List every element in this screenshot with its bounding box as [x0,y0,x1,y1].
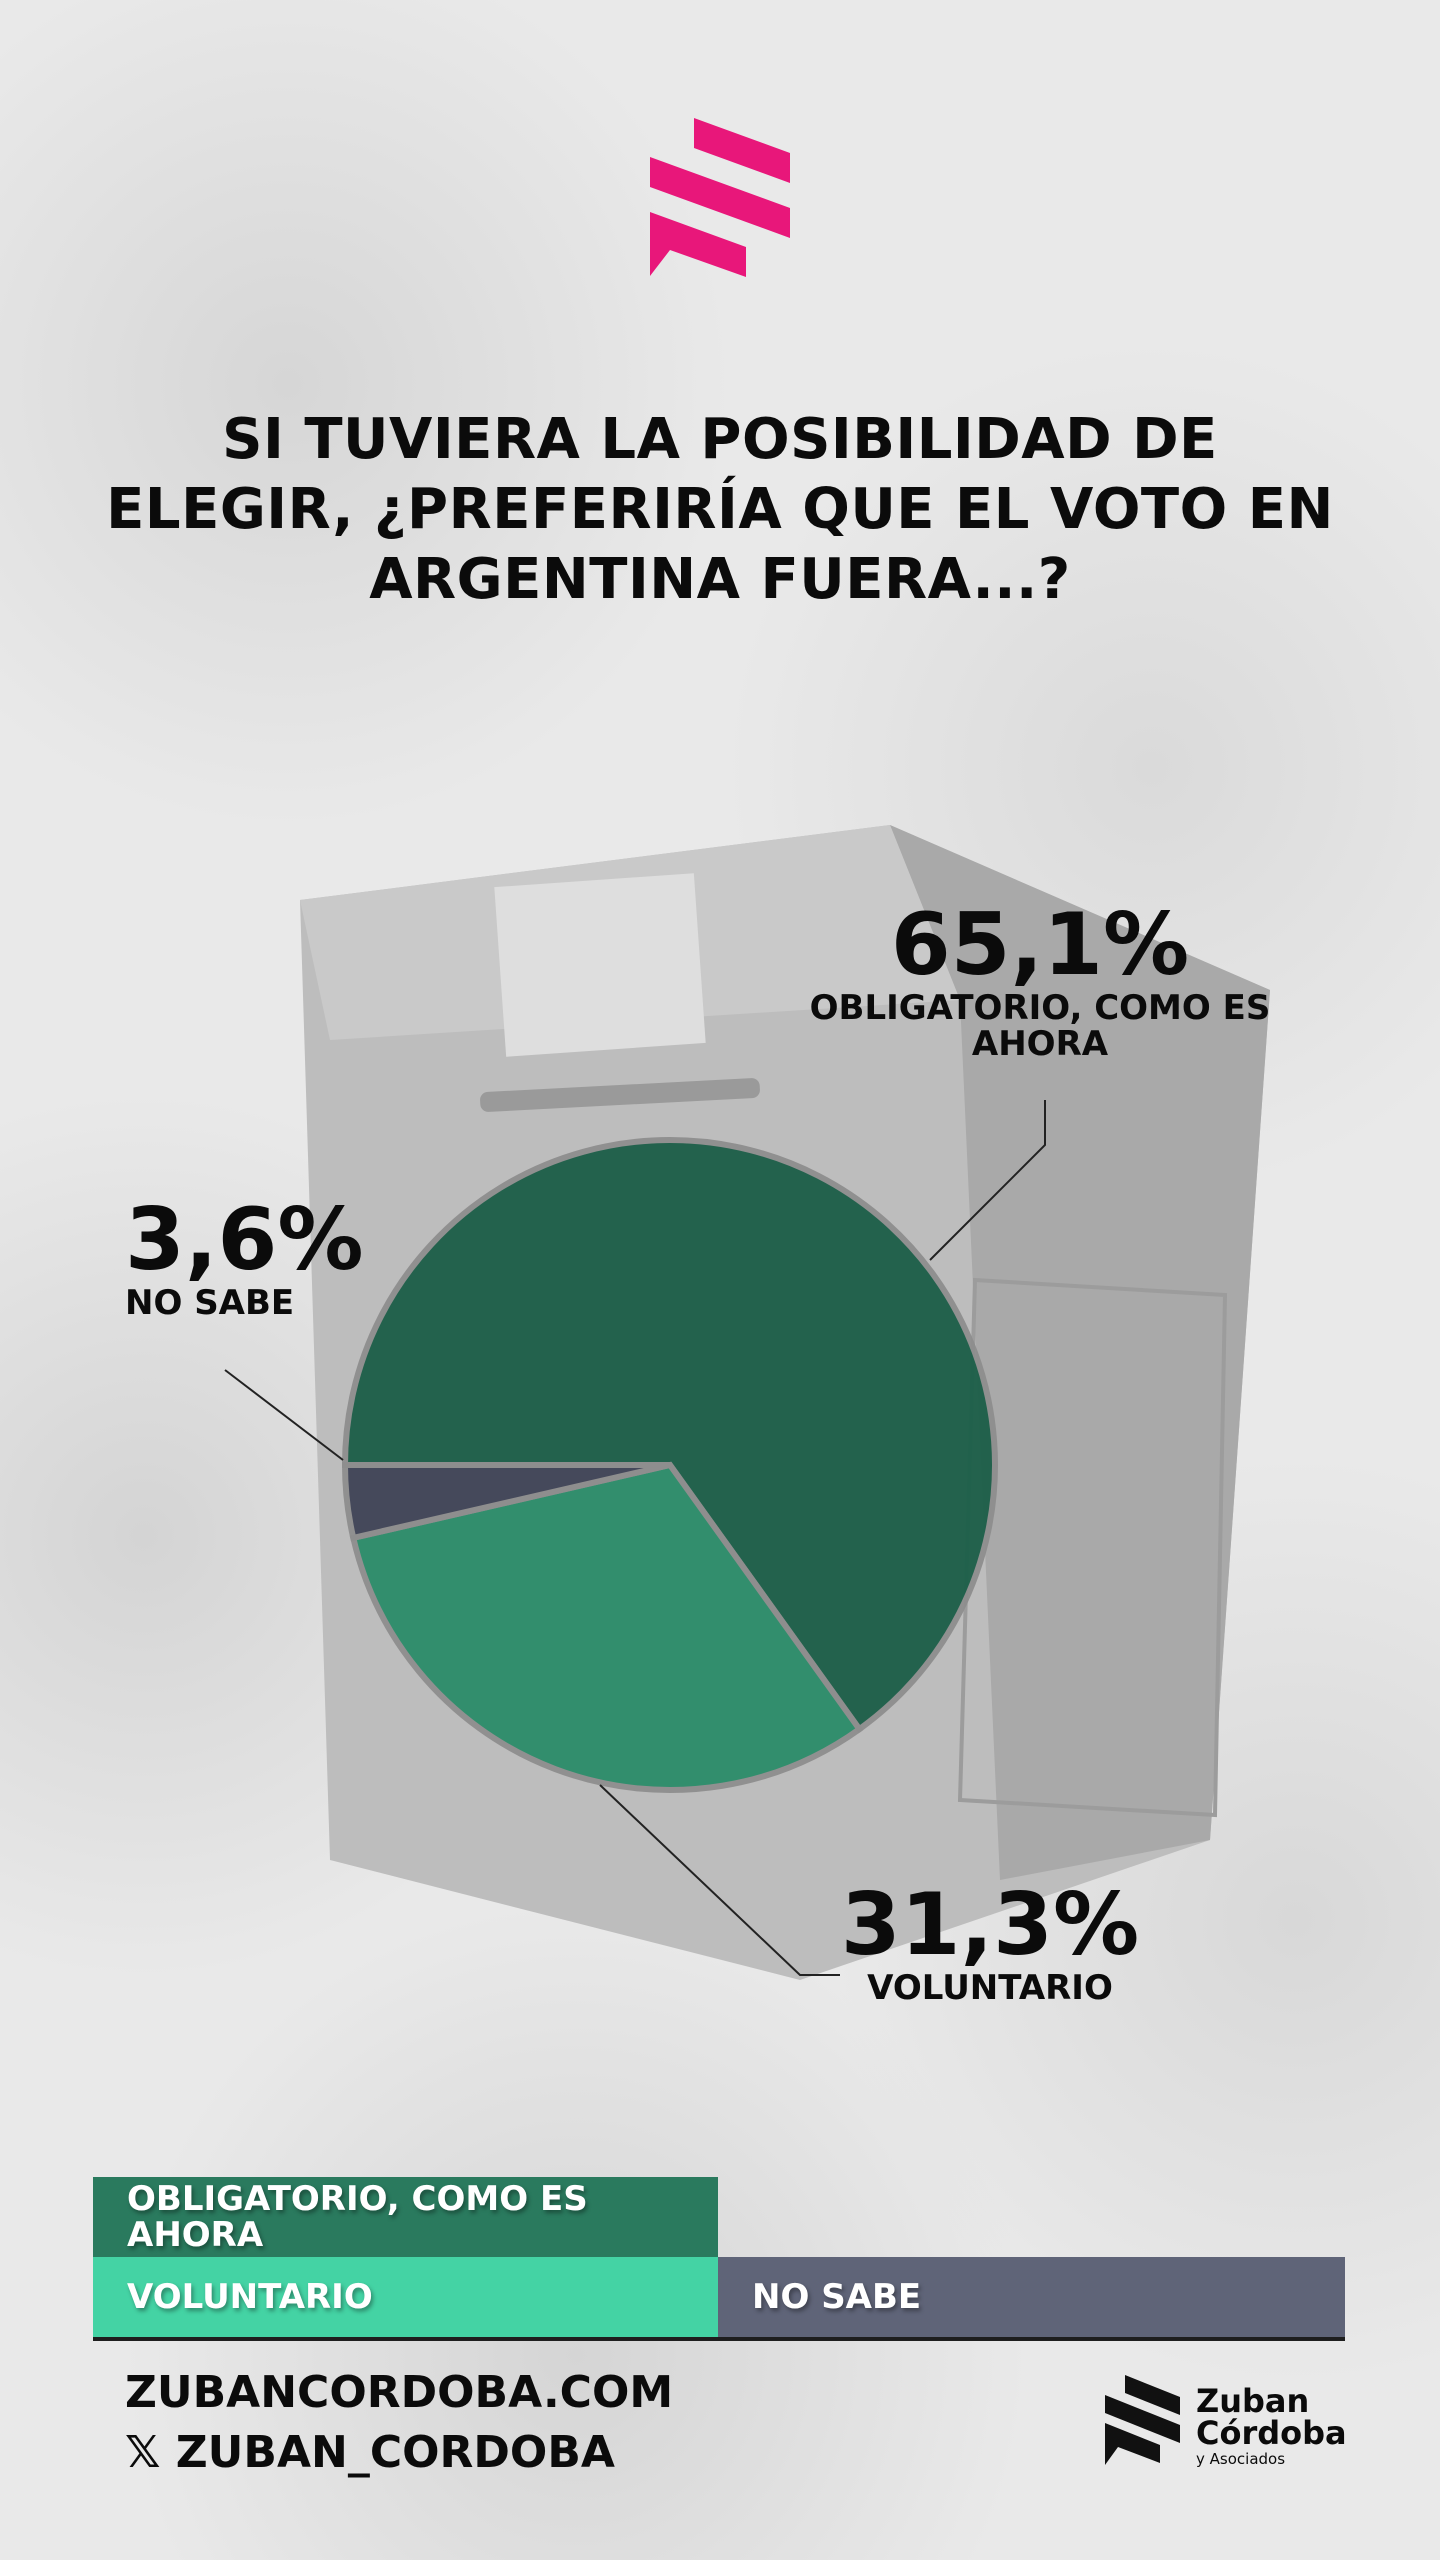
slice-voluntario [349,1461,864,1793]
company-logo-text: Zuban Córdoba y Asociados [1196,2385,1347,2469]
legend-item-voluntario: VOLUNTARIO [93,2257,718,2337]
value-label: 3,6% [125,1190,364,1290]
title-line: ELEGIR, ¿PREFERIRÍA QUE EL VOTO EN [106,477,1334,542]
title-line: SI TUVIERA LA POSIBILIDAD DE [222,407,1218,472]
logo-line: y Asociados [1196,2450,1286,2468]
legend-divider [93,2337,1345,2341]
logo-line: Córdoba [1196,2414,1347,2452]
label-obligatorio: 65,1% OBLIGATORIO, COMO ES AHORA [790,900,1290,1062]
leader-line [599,1784,840,1976]
title-line: ARGENTINA FUERA...? [369,547,1071,612]
logo-line: Zuban [1196,2382,1310,2420]
category-label: NO SABE [125,1283,295,1323]
legend-label: NO SABE [752,2277,922,2317]
page-title: SI TUVIERA LA POSIBILIDAD DE ELEGIR, ¿PR… [0,405,1440,615]
legend-item-no-sabe: NO SABE [718,2257,1345,2337]
value-label: 65,1% [890,895,1190,995]
value-label: 31,3% [840,1875,1140,1975]
social-handle-text: ZUBAN_CORDOBA [175,2427,615,2478]
leader-line [929,1100,1046,1261]
label-no-sabe: 3,6% NO SABE [125,1195,364,1321]
leader-line [224,1369,344,1461]
category-label: VOLUNTARIO [867,1968,1113,2008]
legend-label: VOLUNTARIO [127,2277,373,2317]
social-handle[interactable]: 𝕏 ZUBAN_CORDOBA [125,2425,615,2481]
brand-logo-icon [650,118,790,277]
slice-obligatorio [341,1137,998,1734]
company-logo-icon [1105,2375,1180,2465]
website-link[interactable]: ZUBANCORDOBA.COM [125,2367,674,2418]
legend-label: OBLIGATORIO, COMO ES AHORA [127,2179,588,2255]
x-icon: 𝕏 [125,2427,161,2478]
category-label: OBLIGATORIO, COMO ES AHORA [809,988,1271,1064]
label-voluntario: 31,3% VOLUNTARIO [840,1880,1140,2006]
legend-item-obligatorio: OBLIGATORIO, COMO ES AHORA [93,2177,718,2257]
slice-no-sabe [341,1462,671,1542]
